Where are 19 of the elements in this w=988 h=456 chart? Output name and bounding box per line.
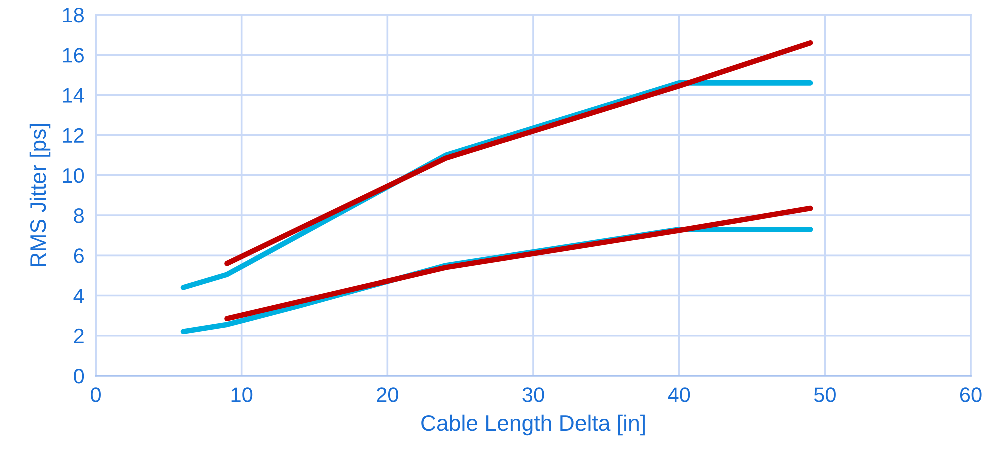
y-tick-label: 8 [74,208,84,224]
y-tick-label: 0 [74,369,84,384]
x-tick-label: 0 [91,388,101,402]
x-tick-label: 20 [377,388,398,402]
y-tick-label: 10 [63,168,84,184]
x-axis-title: Cable Length Delta [in] [422,414,645,436]
y-tick-label: 12 [63,128,84,143]
y-axis-title: RMS Jitter [ps] [30,124,51,267]
y-tick-label: 14 [63,88,84,103]
x-tick-label: 30 [522,388,544,402]
x-tick-label: 40 [668,388,690,402]
y-tick-label: 18 [63,8,84,23]
y-tick-label: 2 [74,328,84,344]
x-tick-label: 10 [232,388,253,402]
y-tick-label: 6 [74,248,84,264]
y-tick-label: 4 [74,288,84,304]
y-tick-label: 16 [63,48,84,63]
x-tick-label: 60 [960,388,982,402]
x-tick-label: 50 [814,388,836,402]
